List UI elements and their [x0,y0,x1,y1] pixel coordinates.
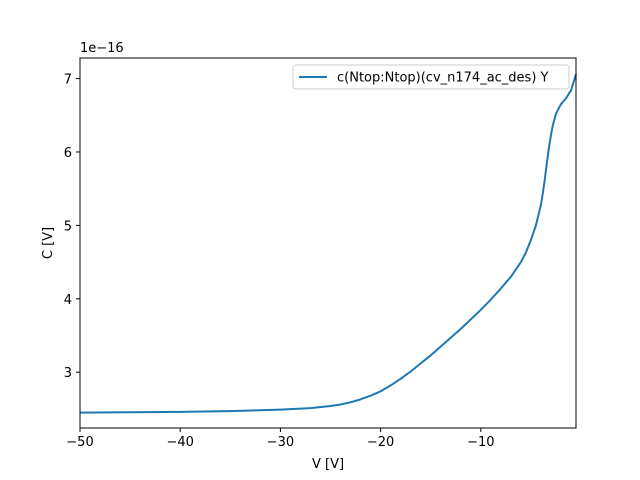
ticks-layer: −50 −40 −30 −20 −10 3 4 5 6 7 [64,73,495,450]
x-axis-label: V [V] [312,457,344,472]
y-offset-label: 1e−16 [80,41,124,56]
legend-entry-label: c(Ntop:Ntop)(cv_n174_ac_des) Y [337,71,549,86]
y-axis-label: C [V] [41,227,56,259]
x-tick-label: −20 [367,435,394,450]
legend-box [292,64,570,90]
series-line [79,73,577,414]
x-tick-label: −10 [467,435,494,450]
plot-frame [79,57,577,429]
x-tick-label: −50 [66,435,93,450]
legend: c(Ntop:Ntop)(cv_n174_ac_des) Y [292,64,570,90]
x-tick-label: −30 [267,435,294,450]
x-tick-label: −40 [166,435,193,450]
y-tick-label: 7 [64,73,72,88]
series-layer [79,73,577,414]
y-tick-label: 4 [64,293,72,308]
y-tick-label: 5 [64,219,72,234]
y-tick-label: 6 [64,146,72,161]
y-tick-label: 3 [64,366,72,381]
